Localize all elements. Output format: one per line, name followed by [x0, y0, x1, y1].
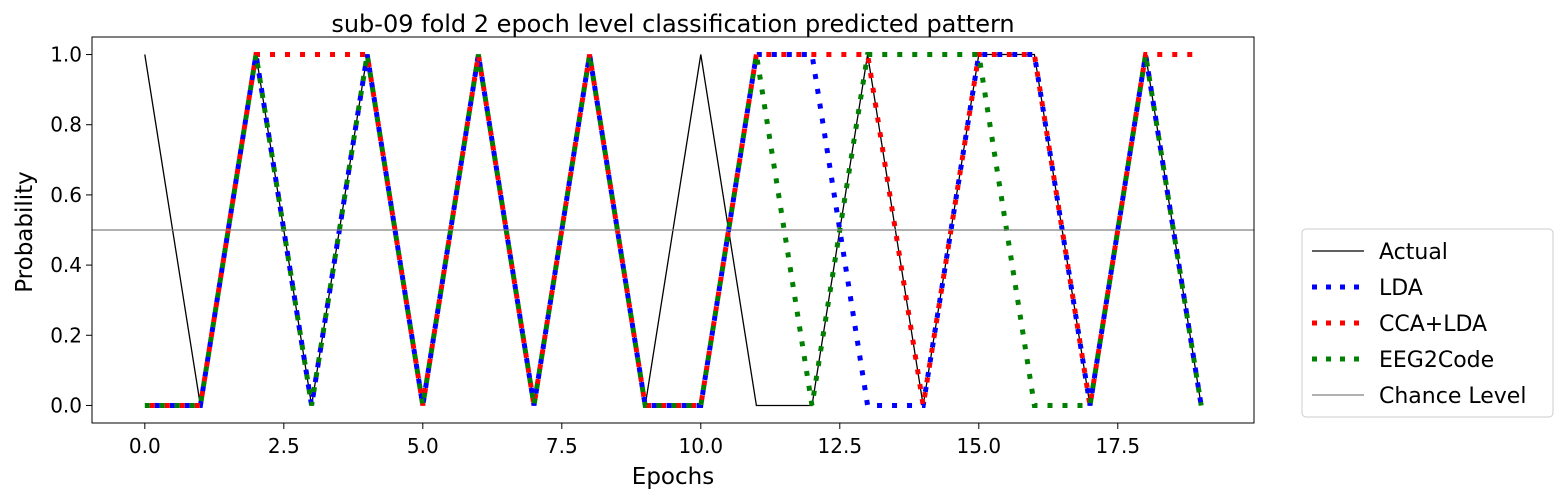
x-tick-label: 10.0	[679, 434, 724, 458]
x-tick-label: 15.0	[957, 434, 1002, 458]
plot-frame	[91, 36, 1255, 424]
axis-ticks: 0.0 2.5 5.0 7.5 10.0 12.5 15.0 17.5 0.0 0.2 0.4 0.6…	[50, 43, 1140, 458]
x-tick-label: 12.5	[818, 434, 863, 458]
y-tick-label: 0.2	[50, 323, 82, 347]
legend-frame	[1301, 228, 1554, 418]
x-tick-label: 0.0	[129, 434, 161, 458]
series-line-eeg2code	[144, 52, 1204, 408]
legend-label-actual: Actual	[1379, 240, 1448, 265]
x-tick-label: 5.0	[407, 434, 439, 458]
y-tick-label: 0.4	[50, 253, 82, 277]
series-line-cca-lda	[144, 52, 1202, 408]
plot-area	[92, 52, 1254, 408]
legend-label-lda: LDA	[1379, 276, 1423, 301]
legend-label-eeg2code: EEG2Code	[1379, 348, 1494, 373]
y-tick-label: 0.8	[50, 113, 82, 137]
x-axis-label: Epochs	[632, 464, 714, 490]
x-tick-label: 7.5	[546, 434, 578, 458]
x-tick-label: 17.5	[1096, 434, 1141, 458]
y-tick-label: 0.6	[50, 183, 82, 207]
y-tick-label: 1.0	[50, 43, 82, 67]
legend-label-chance-level: Chance Level	[1379, 384, 1526, 409]
y-axis-label: Probability	[12, 171, 38, 293]
legend: Actual LDA CCA+LDA EEG2Code Chance Level	[1301, 228, 1554, 418]
legend-label-cca-lda: CCA+LDA	[1379, 312, 1487, 337]
y-tick-label: 0.0	[50, 393, 82, 417]
chart-title: sub-09 fold 2 epoch level classification…	[331, 10, 1014, 38]
x-tick-label: 2.5	[268, 434, 300, 458]
